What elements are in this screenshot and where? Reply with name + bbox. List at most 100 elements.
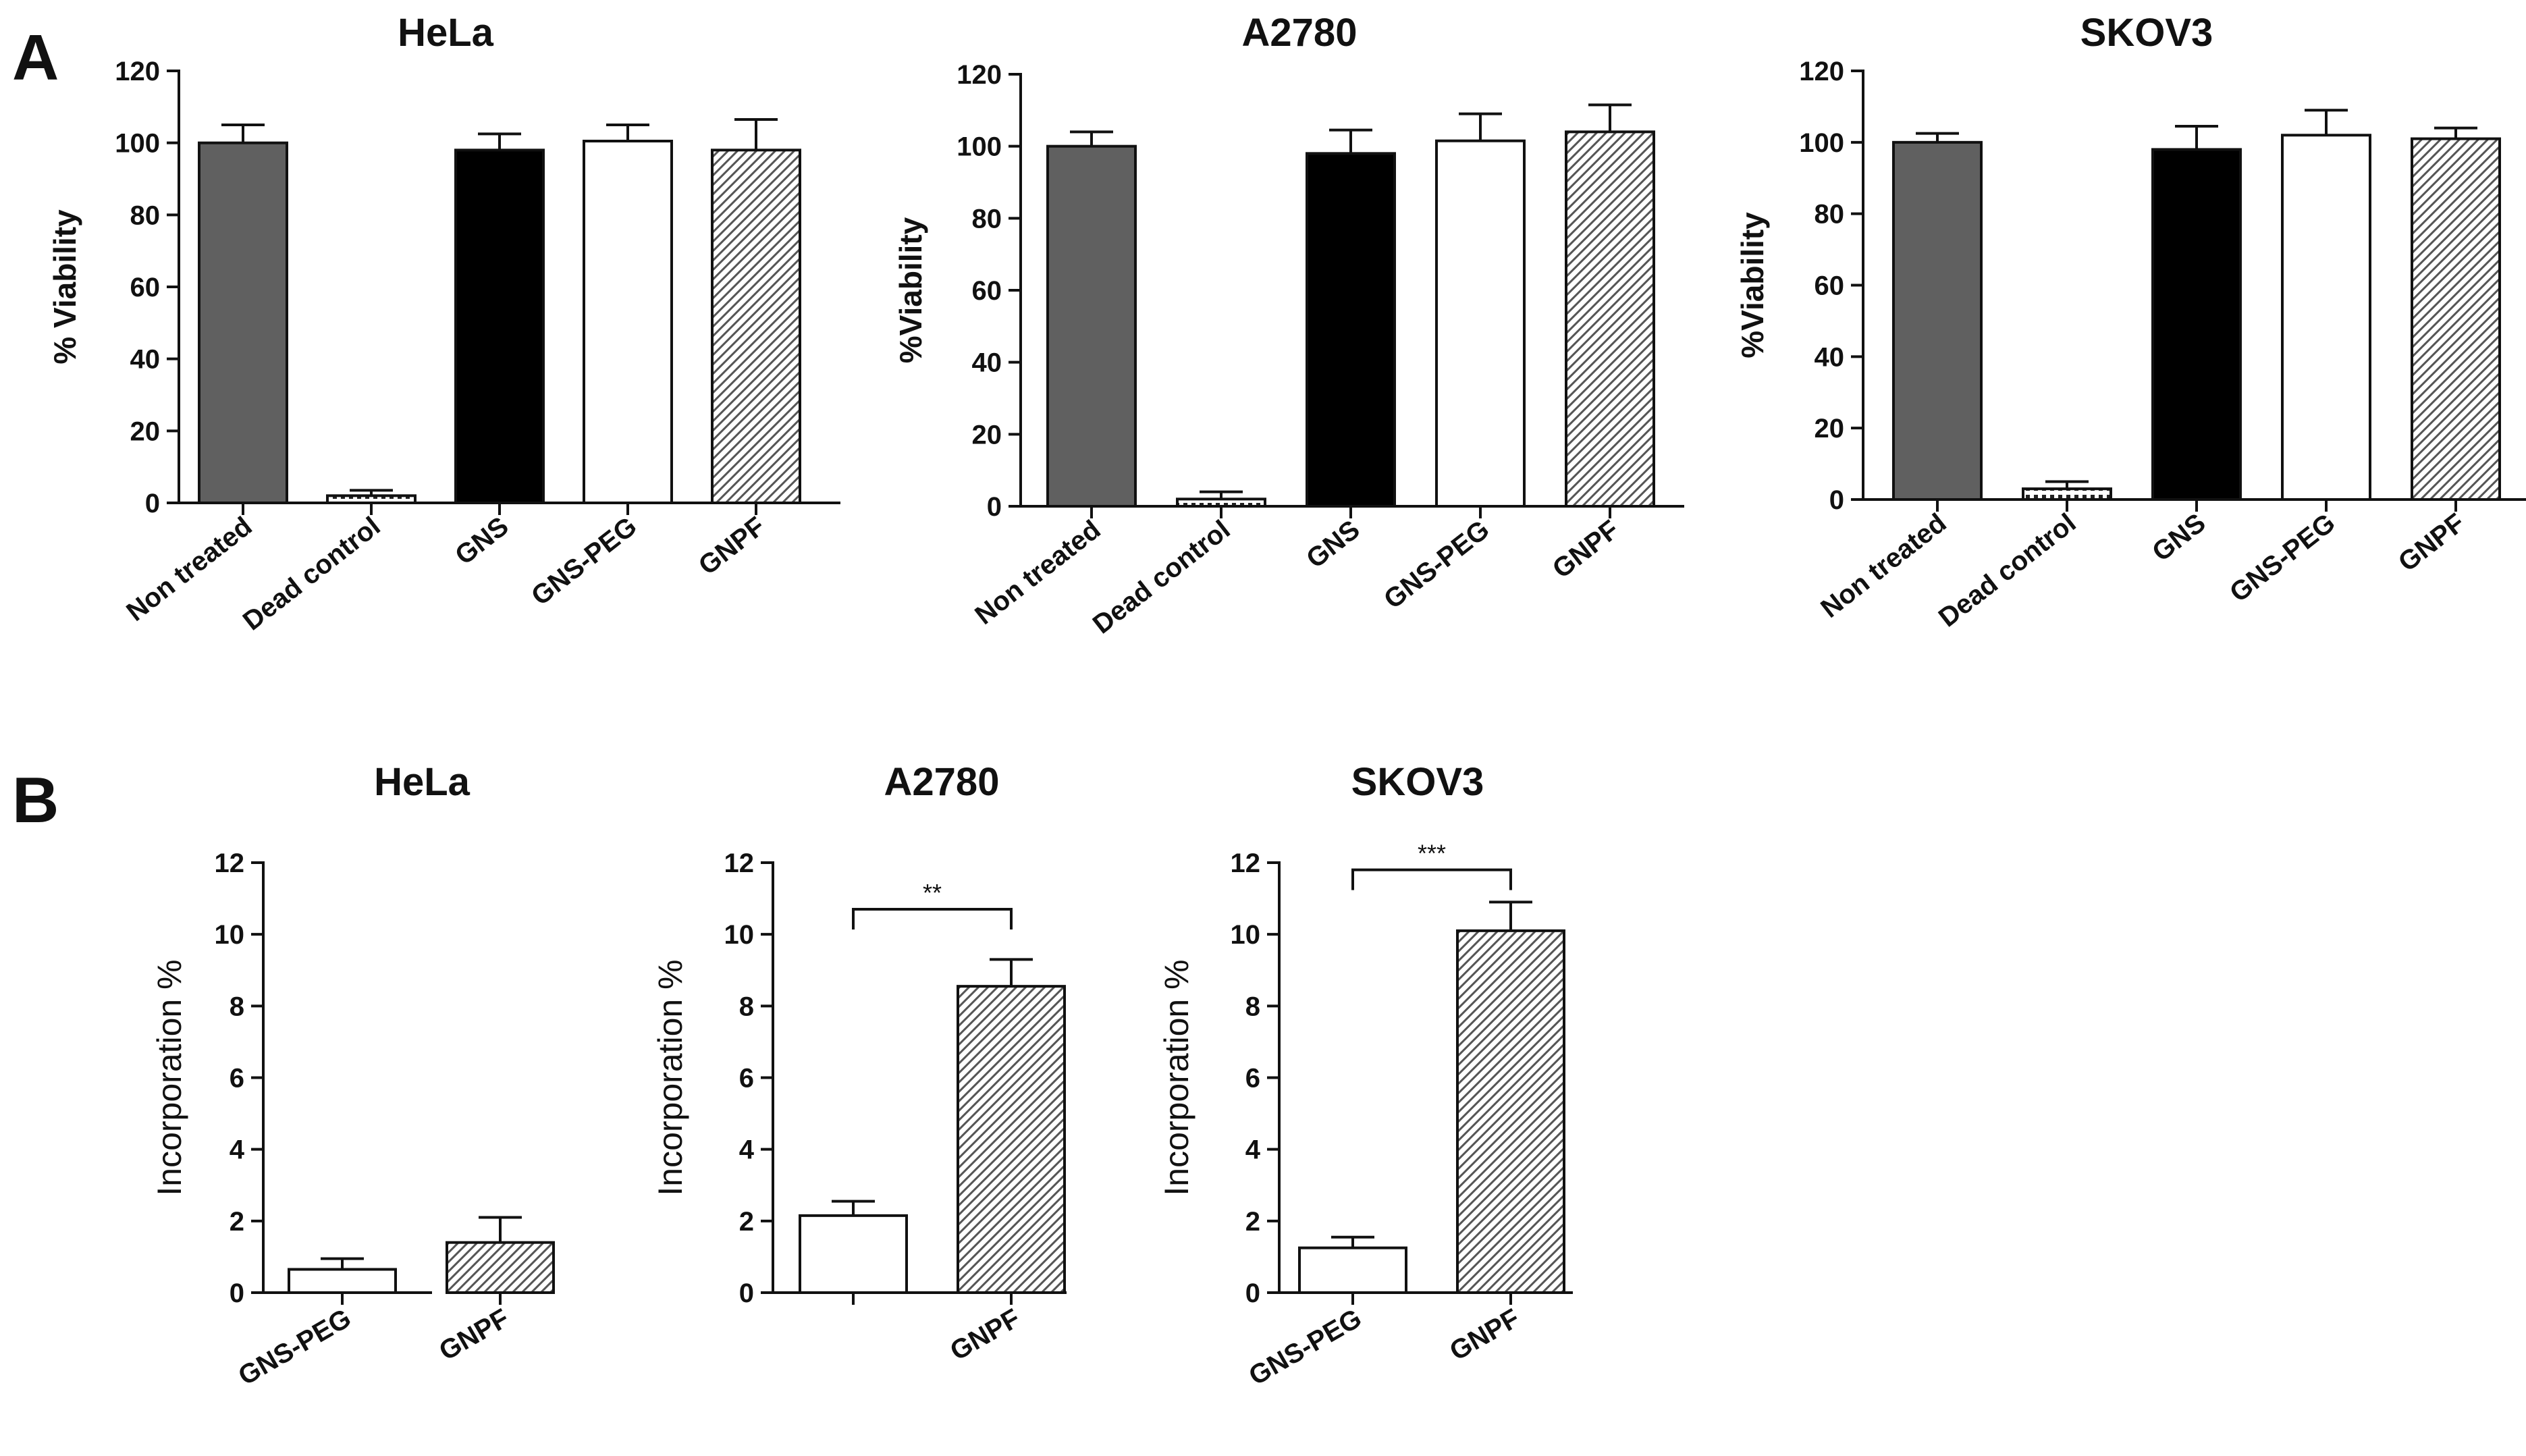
y-tick-label: 40 xyxy=(130,345,161,375)
bar-gnpf xyxy=(446,1241,555,1295)
bar-gnpf xyxy=(711,149,801,505)
y-tick-label: 0 xyxy=(1829,485,1844,515)
y-tick-label: 12 xyxy=(1231,848,1261,878)
y-tick-label: 80 xyxy=(130,200,161,230)
chart-b-a2780: A2780 0 2 4 6 8 10 12 Incorporation % GNPF ** xyxy=(651,760,1067,1366)
bar-gns-peg xyxy=(583,140,673,504)
y-axis-title: %Viability xyxy=(893,217,928,363)
chart-title: SKOV3 xyxy=(2080,11,2213,55)
y-tick-label: 4 xyxy=(230,1135,245,1165)
x-tick-label: GNPF xyxy=(693,511,771,581)
y-tick-label: 2 xyxy=(230,1207,244,1237)
x-tick-label: GNS xyxy=(450,511,514,570)
chart-a-a2780: A2780 0 20 40 60 80 100 120 %Viability Non treate… xyxy=(893,11,1684,640)
chart-title: HeLa xyxy=(374,760,471,804)
y-tick-label: 20 xyxy=(130,416,161,446)
x-tick-label: Non treated xyxy=(121,511,257,627)
y-tick-label: 20 xyxy=(972,420,1002,450)
y-tick-label: 12 xyxy=(724,848,755,878)
significance-label: ** xyxy=(923,879,942,907)
bar-dead-control xyxy=(326,494,416,504)
y-tick-label: 120 xyxy=(1799,57,1844,86)
panel-letter-b: B xyxy=(12,764,59,836)
bar-gnpf xyxy=(1456,929,1565,1294)
bar-non-treated xyxy=(1892,140,1983,502)
chart-b-skov3: SKOV3 0 2 4 6 8 10 12 Incorporation % GNS-PEG GNPF… xyxy=(1158,760,1573,1391)
chart-title: A2780 xyxy=(1242,11,1358,55)
x-tick-label: GNPF xyxy=(1445,1303,1524,1367)
y-tick-label: 10 xyxy=(724,920,755,950)
y-tick-label: 8 xyxy=(739,992,754,1021)
x-tick-label: GNPF xyxy=(1547,514,1625,584)
chart-b-hela: HeLa 0 2 4 6 8 10 12 Incorporation % GNS-PEG GNPF xyxy=(151,760,555,1391)
bar-non-treated xyxy=(198,141,288,504)
y-tick-label: 0 xyxy=(230,1278,244,1308)
significance-bracket xyxy=(852,908,1013,930)
y-tick-label: 0 xyxy=(739,1278,754,1308)
y-tick-label: 10 xyxy=(1231,920,1261,950)
x-tick-label: Dead control xyxy=(238,511,386,636)
y-tick-label: 2 xyxy=(1245,1207,1260,1237)
y-tick-label: 12 xyxy=(215,848,245,878)
chart-title: HeLa xyxy=(398,11,494,55)
y-tick-label: 0 xyxy=(145,489,160,518)
y-tick-label: 4 xyxy=(739,1135,755,1165)
y-tick-label: 120 xyxy=(115,57,160,86)
bar-gns-peg xyxy=(1298,1246,1407,1295)
y-tick-label: 80 xyxy=(1815,200,1845,230)
significance-bracket xyxy=(1351,868,1512,890)
chart-a-skov3: SKOV3 0 20 40 60 80 100 120 %Viability Non treate… xyxy=(1735,11,2526,633)
x-tick-label: GNS-PEG xyxy=(526,511,642,611)
bar-blank xyxy=(799,1214,908,1295)
x-tick-label: GNS-PEG xyxy=(234,1303,356,1391)
bar-gnpf xyxy=(957,985,1066,1294)
significance-label: *** xyxy=(1418,840,1446,867)
bar-gns-peg xyxy=(288,1268,397,1295)
y-tick-label: 60 xyxy=(130,273,161,302)
bar-dead-control xyxy=(2022,487,2112,501)
y-tick-label: 20 xyxy=(1815,414,1845,443)
y-tick-label: 100 xyxy=(957,132,1002,162)
x-tick-label: GNS-PEG xyxy=(2224,508,2340,608)
chart-title: A2780 xyxy=(884,760,1000,804)
y-axis-title: Incorporation % xyxy=(1158,959,1195,1195)
x-tick-label: GNPF xyxy=(945,1303,1025,1367)
y-tick-label: 0 xyxy=(987,492,1002,522)
x-tick-label: GNS xyxy=(2147,508,2211,567)
y-tick-label: 8 xyxy=(1245,992,1260,1021)
x-tick-label: Non treated xyxy=(969,514,1106,630)
x-tick-label: GNS-PEG xyxy=(1244,1303,1367,1391)
bar-gns xyxy=(454,149,545,505)
x-tick-label: Dead control xyxy=(1933,508,2082,632)
y-tick-label: 0 xyxy=(1245,1278,1260,1308)
bar-gns xyxy=(1306,152,1396,508)
y-tick-label: 6 xyxy=(739,1064,754,1094)
y-tick-label: 2 xyxy=(739,1207,754,1237)
chart-a-hela: HeLa 0 20 40 60 80 100 120 % Viability Non treate… xyxy=(47,11,840,637)
y-tick-label: 40 xyxy=(972,348,1002,378)
y-tick-label: 100 xyxy=(115,129,160,159)
y-axis-title: Incorporation % xyxy=(651,959,689,1195)
y-tick-label: 100 xyxy=(1799,128,1844,158)
y-tick-label: 8 xyxy=(230,992,244,1021)
y-tick-label: 6 xyxy=(230,1064,244,1094)
bar-gns-peg xyxy=(1435,139,1526,508)
y-axis-title: % Viability xyxy=(47,209,82,365)
x-tick-label: GNPF xyxy=(434,1303,514,1367)
bar-dead-control xyxy=(1176,497,1266,508)
y-axis-title: %Viability xyxy=(1735,212,1770,358)
x-tick-label: Non treated xyxy=(1815,508,1952,624)
y-axis-title: Incorporation % xyxy=(151,959,188,1195)
y-tick-label: 60 xyxy=(972,276,1002,306)
y-tick-label: 80 xyxy=(972,204,1002,234)
y-tick-label: 40 xyxy=(1815,342,1845,372)
bar-gns-peg xyxy=(2281,134,2371,501)
y-tick-label: 10 xyxy=(215,920,245,950)
chart-title: SKOV3 xyxy=(1351,760,1484,804)
x-tick-label: GNS xyxy=(1301,514,1365,574)
x-tick-label: GNPF xyxy=(2393,508,2471,577)
y-tick-label: 60 xyxy=(1815,271,1845,301)
x-tick-label: Dead control xyxy=(1087,514,1236,639)
y-tick-label: 4 xyxy=(1245,1135,1261,1165)
